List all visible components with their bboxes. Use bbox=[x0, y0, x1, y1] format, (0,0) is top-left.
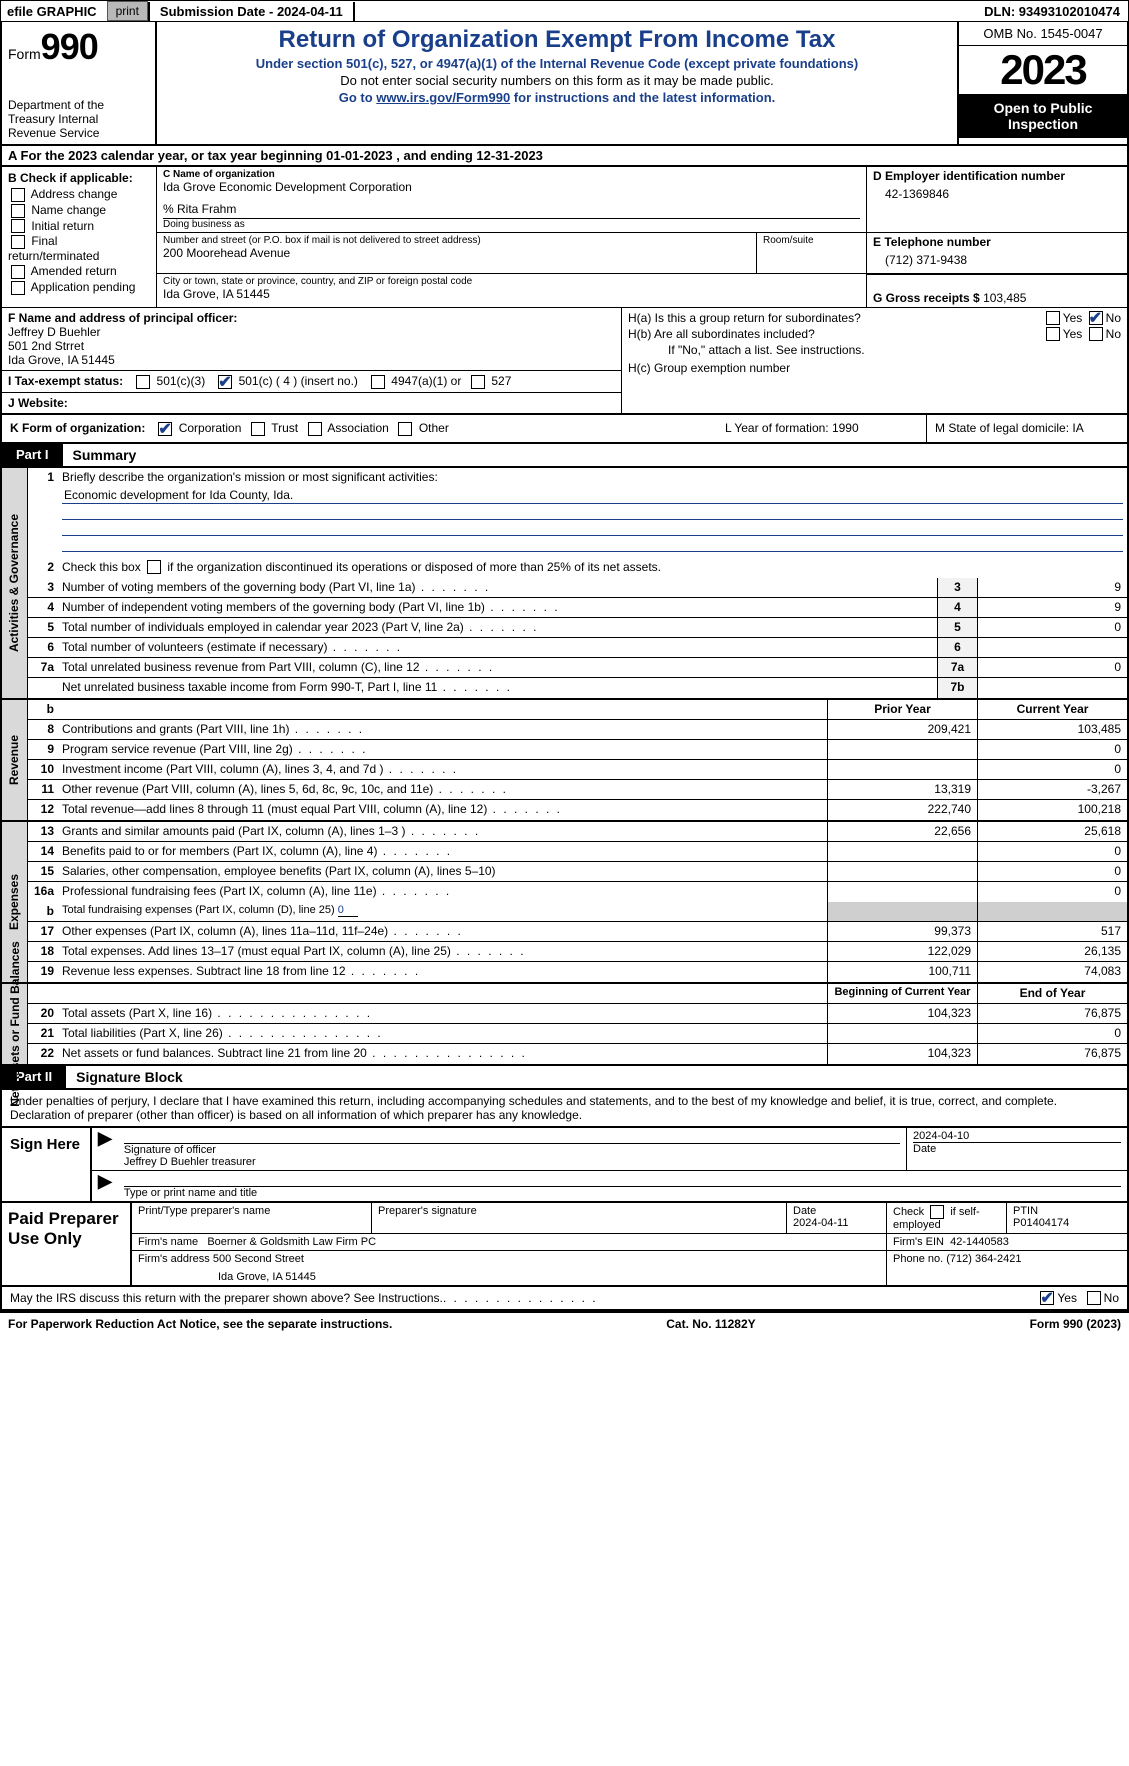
table-row: 12Total revenue—add lines 8 through 11 (… bbox=[28, 800, 1127, 820]
form-word: Form bbox=[8, 46, 41, 62]
line-j: J Website: bbox=[2, 393, 621, 413]
form-title: Return of Organization Exempt From Incom… bbox=[165, 26, 949, 54]
table-row: Net unrelated business taxable income fr… bbox=[28, 678, 1127, 698]
table-row: 22Net assets or fund balances. Subtract … bbox=[28, 1044, 1127, 1064]
netassets-section: Net Assets or Fund Balances Beginning of… bbox=[0, 984, 1129, 1066]
table-row: 4Number of independent voting members of… bbox=[28, 598, 1127, 618]
form-subtitle-1: Under section 501(c), 527, or 4947(a)(1)… bbox=[165, 56, 949, 71]
table-row: 10Investment income (Part VIII, column (… bbox=[28, 760, 1127, 780]
box-b: B Check if applicable: Address change Na… bbox=[2, 167, 157, 307]
cb-hb-no[interactable] bbox=[1089, 327, 1103, 341]
governance-section: Activities & Governance 1 Briefly descri… bbox=[0, 468, 1129, 700]
sign-here-block: Sign Here ▶ Signature of officer Jeffrey… bbox=[0, 1128, 1129, 1203]
firm-name: Boerner & Goldsmith Law Firm PC bbox=[207, 1236, 376, 1248]
dept-label: Department of the Treasury Internal Reve… bbox=[8, 98, 149, 140]
officer-name: Jeffrey D Buehler treasurer bbox=[124, 1156, 900, 1168]
box-f: F Name and address of principal officer:… bbox=[2, 308, 621, 371]
cb-name-change[interactable]: Name change bbox=[8, 203, 150, 218]
form-number: 990 bbox=[41, 26, 98, 67]
gross-receipts: 103,485 bbox=[983, 291, 1026, 305]
cb-501c3[interactable] bbox=[136, 375, 150, 389]
cb-527[interactable] bbox=[471, 375, 485, 389]
line-a: A For the 2023 calendar year, or tax yea… bbox=[0, 146, 1129, 167]
paid-preparer-block: Paid Preparer Use Only Print/Type prepar… bbox=[0, 1203, 1129, 1287]
signature-intro: Under penalties of perjury, I declare th… bbox=[0, 1090, 1129, 1128]
table-row: 15Salaries, other compensation, employee… bbox=[28, 862, 1127, 882]
submission-date: Submission Date - 2024-04-11 bbox=[148, 2, 355, 21]
part-2-header: Part II Signature Block bbox=[0, 1066, 1129, 1090]
cb-application-pending[interactable]: Application pending bbox=[8, 280, 150, 295]
cb-corp[interactable] bbox=[158, 422, 172, 436]
arrow-icon: ▶ bbox=[92, 1128, 118, 1170]
table-row: 18Total expenses. Add lines 13–17 (must … bbox=[28, 942, 1127, 962]
efile-label: efile GRAPHIC bbox=[1, 2, 103, 21]
line-i: I Tax-exempt status: 501(c)(3) 501(c) ( … bbox=[2, 371, 621, 393]
cb-amended-return[interactable]: Amended return bbox=[8, 264, 150, 279]
cb-self-employed[interactable] bbox=[930, 1205, 944, 1219]
table-row: 17Other expenses (Part IX, column (A), l… bbox=[28, 922, 1127, 942]
firm-ein: 42-1440583 bbox=[950, 1236, 1009, 1248]
discuss-row: May the IRS discuss this return with the… bbox=[0, 1287, 1129, 1311]
form-subtitle-2: Do not enter social security numbers on … bbox=[165, 73, 949, 88]
open-inspection: Open to Public Inspection bbox=[959, 94, 1127, 138]
revenue-section: Revenue b Prior Year Current Year 8Contr… bbox=[0, 700, 1129, 822]
cb-ha-yes[interactable] bbox=[1046, 311, 1060, 325]
table-row: 13Grants and similar amounts paid (Part … bbox=[28, 822, 1127, 842]
sign-date: 2024-04-10 bbox=[913, 1130, 1121, 1143]
ptin: P01404174 bbox=[1013, 1217, 1069, 1229]
cb-trust[interactable] bbox=[251, 422, 265, 436]
cb-ha-no[interactable] bbox=[1089, 311, 1103, 325]
box-h: H(a) Is this a group return for subordin… bbox=[622, 308, 1127, 413]
cb-final-return[interactable]: Final return/terminated bbox=[8, 234, 150, 263]
table-row: 20Total assets (Part X, line 16)104,3237… bbox=[28, 1004, 1127, 1024]
care-of: % Rita Frahm bbox=[163, 202, 860, 216]
cb-hb-yes[interactable] bbox=[1046, 327, 1060, 341]
cb-assoc[interactable] bbox=[308, 422, 322, 436]
table-row: 14Benefits paid to or for members (Part … bbox=[28, 842, 1127, 862]
table-row: 9Program service revenue (Part VIII, lin… bbox=[28, 740, 1127, 760]
part-1-header: Part I Summary bbox=[0, 444, 1129, 468]
cb-discuss-no[interactable] bbox=[1087, 1291, 1101, 1305]
table-row: 5Total number of individuals employed in… bbox=[28, 618, 1127, 638]
page-footer: For Paperwork Reduction Act Notice, see … bbox=[0, 1311, 1129, 1335]
mission-text: Economic development for Ida County, Ida… bbox=[62, 488, 1123, 504]
table-row: 8Contributions and grants (Part VIII, li… bbox=[28, 720, 1127, 740]
block-b-to-g: B Check if applicable: Address change Na… bbox=[0, 167, 1129, 307]
cb-other[interactable] bbox=[398, 422, 412, 436]
cb-initial-return[interactable]: Initial return bbox=[8, 219, 150, 234]
street: 200 Moorehead Avenue bbox=[163, 246, 750, 260]
block-f-to-j: F Name and address of principal officer:… bbox=[0, 307, 1129, 415]
table-row: 6Total number of volunteers (estimate if… bbox=[28, 638, 1127, 658]
table-row: 7aTotal unrelated business revenue from … bbox=[28, 658, 1127, 678]
org-name: Ida Grove Economic Development Corporati… bbox=[163, 180, 860, 194]
phone: (712) 371-9438 bbox=[873, 249, 1121, 271]
ein: 42-1369846 bbox=[873, 183, 1121, 205]
cb-4947[interactable] bbox=[371, 375, 385, 389]
table-row: 11Other revenue (Part VIII, column (A), … bbox=[28, 780, 1127, 800]
firm-phone: (712) 364-2421 bbox=[946, 1253, 1021, 1265]
line-k: K Form of organization: Corporation Trus… bbox=[0, 415, 1129, 444]
table-row: 19Revenue less expenses. Subtract line 1… bbox=[28, 962, 1127, 982]
box-c: C Name of organization Ida Grove Economi… bbox=[157, 167, 1127, 307]
omb-number: OMB No. 1545-0047 bbox=[959, 22, 1127, 46]
irs-link[interactable]: www.irs.gov/Form990 bbox=[376, 90, 510, 105]
tax-year: 2023 bbox=[959, 46, 1127, 94]
table-row: 21Total liabilities (Part X, line 26)0 bbox=[28, 1024, 1127, 1044]
top-bar: efile GRAPHIC print Submission Date - 20… bbox=[0, 0, 1129, 22]
table-row: 16aProfessional fundraising fees (Part I… bbox=[28, 882, 1127, 902]
cb-address-change[interactable]: Address change bbox=[8, 187, 150, 202]
print-button[interactable]: print bbox=[107, 1, 148, 21]
table-row: 3Number of voting members of the governi… bbox=[28, 578, 1127, 598]
expenses-section: Expenses 13Grants and similar amounts pa… bbox=[0, 822, 1129, 984]
dln: DLN: 93493102010474 bbox=[976, 2, 1128, 21]
cb-501c[interactable] bbox=[218, 375, 232, 389]
form-subtitle-3: Go to www.irs.gov/Form990 for instructio… bbox=[165, 90, 949, 105]
form-header: Form990 Department of the Treasury Inter… bbox=[0, 22, 1129, 146]
arrow-icon: ▶ bbox=[92, 1171, 118, 1201]
cb-discuss-yes[interactable] bbox=[1040, 1291, 1054, 1305]
prep-date: 2024-04-11 bbox=[793, 1217, 848, 1229]
cb-discontinued[interactable] bbox=[147, 560, 161, 574]
city: Ida Grove, IA 51445 bbox=[163, 287, 860, 301]
